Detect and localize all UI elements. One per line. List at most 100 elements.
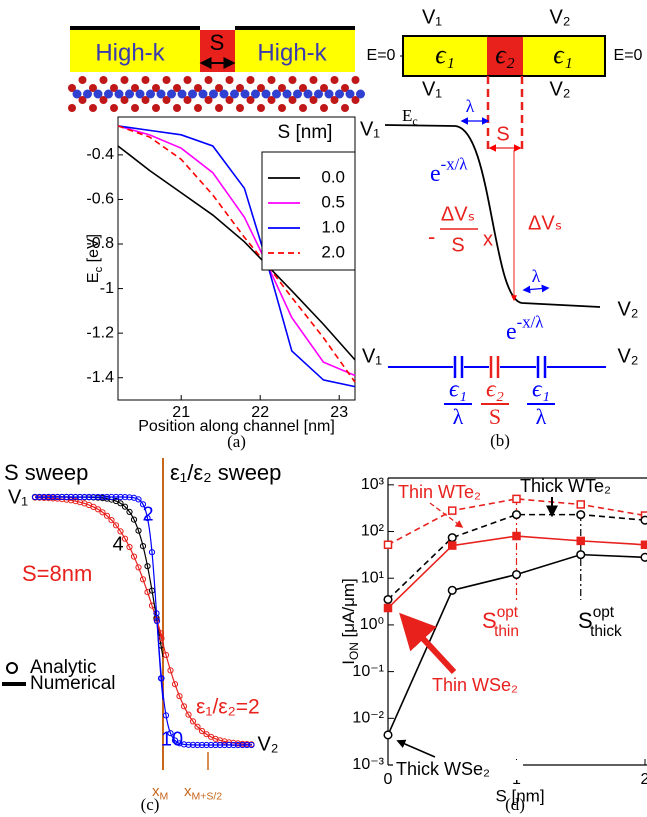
- end-label: V₁: [8, 486, 28, 508]
- end-label: V₁: [362, 345, 382, 367]
- text-part: e: [506, 319, 517, 345]
- atom: [183, 76, 192, 84]
- y-tick-label: 10³: [361, 476, 385, 493]
- text-part: E: [402, 106, 412, 125]
- caption: (c): [141, 795, 160, 814]
- atom: [225, 76, 234, 84]
- analytic-marker: [167, 730, 174, 737]
- text-part: c: [412, 114, 417, 128]
- atom: [288, 76, 297, 84]
- analytic-marker: [121, 535, 129, 542]
- s-label: S=8nm: [22, 561, 92, 586]
- analytic-marker: [158, 635, 165, 642]
- layer-label: High-k: [95, 39, 165, 66]
- atom: [236, 84, 244, 92]
- atom: [167, 89, 176, 99]
- cap-num: ϵ₂: [486, 377, 504, 403]
- text-part: E: [85, 272, 102, 283]
- atom: [320, 104, 328, 112]
- potential-label: V₁: [422, 6, 442, 28]
- y-tick-label: -1.2: [86, 324, 114, 341]
- series-line: [117, 145, 356, 361]
- atom: [267, 96, 276, 104]
- atom: [135, 89, 145, 99]
- atom: [278, 84, 286, 92]
- atom: [330, 76, 339, 84]
- analytic-marker: [49, 493, 57, 501]
- y-tick-label: 10⁻²: [352, 710, 384, 727]
- atom: [330, 96, 339, 104]
- marker: [576, 536, 585, 546]
- atom: [183, 96, 192, 104]
- analytic-marker: [207, 741, 215, 749]
- atom: [230, 89, 239, 99]
- decay-label: e-x/λ: [506, 312, 544, 344]
- atom: [303, 89, 313, 99]
- lambda-label: λ: [466, 96, 475, 116]
- atom: [156, 89, 166, 99]
- atom: [141, 76, 150, 84]
- y-axis-label: Ec [eV]: [85, 234, 105, 283]
- series-line: [117, 125, 356, 377]
- marker: [383, 540, 393, 550]
- text-part: opt: [593, 604, 615, 621]
- analytic-marker: [130, 553, 138, 560]
- analytic-marker: [212, 741, 219, 749]
- y-tick-label: 10⁻¹: [352, 663, 384, 680]
- atom: [299, 84, 307, 92]
- analytic-marker: [153, 617, 161, 625]
- series-label: Thick WSe₂: [396, 759, 490, 779]
- analytic-marker: [58, 493, 66, 501]
- atom: [78, 96, 87, 104]
- series-line: [387, 498, 646, 546]
- end-label: V₁: [360, 118, 380, 140]
- analytic-marker: [230, 741, 237, 749]
- analytic-marker: [90, 493, 97, 501]
- analytic-marker: [139, 501, 147, 508]
- annotation-arrow: [399, 612, 457, 675]
- atom: [68, 84, 76, 92]
- slope-var: x: [483, 228, 493, 250]
- atom: [131, 104, 139, 112]
- analytic-marker: [139, 576, 147, 583]
- analytic-marker: [67, 497, 75, 504]
- analytic-marker: [185, 711, 192, 718]
- analytic-marker: [171, 737, 179, 744]
- legend-box: [261, 151, 356, 271]
- atom: [104, 89, 113, 99]
- atom: [89, 104, 97, 112]
- analytic-marker: [171, 681, 179, 688]
- text-part: e: [430, 161, 441, 187]
- analytic-marker: [189, 741, 197, 749]
- atom: [152, 104, 160, 112]
- analytic-marker: [117, 528, 124, 535]
- atom: [314, 89, 323, 99]
- atom: [198, 89, 208, 99]
- text-part: I: [339, 660, 358, 665]
- atom: [194, 104, 202, 112]
- atom: [293, 89, 302, 99]
- legend-title: S [nm]: [278, 122, 333, 143]
- text-part: thick: [590, 623, 622, 640]
- sweep-title: ε₁/ε₂ sweep: [170, 460, 281, 485]
- analytic-marker: [148, 549, 156, 556]
- text-part: c: [93, 266, 105, 272]
- annotation-arrow: [396, 739, 436, 758]
- atom: [131, 84, 139, 92]
- caption: (d): [505, 795, 525, 814]
- atom: [152, 84, 160, 92]
- atom: [89, 84, 97, 92]
- atom: [236, 104, 244, 112]
- atom: [335, 89, 344, 99]
- atom: [110, 104, 118, 112]
- atom: [68, 104, 76, 112]
- cap-num: ϵ₁: [532, 377, 550, 403]
- atom: [267, 76, 276, 84]
- atom: [309, 96, 318, 104]
- marker: [512, 494, 521, 504]
- atom: [83, 89, 92, 99]
- x-mark-label: xM+S/2: [184, 783, 222, 802]
- analytic-marker: [94, 493, 102, 501]
- atom: [120, 96, 129, 104]
- analytic-marker: [67, 493, 75, 501]
